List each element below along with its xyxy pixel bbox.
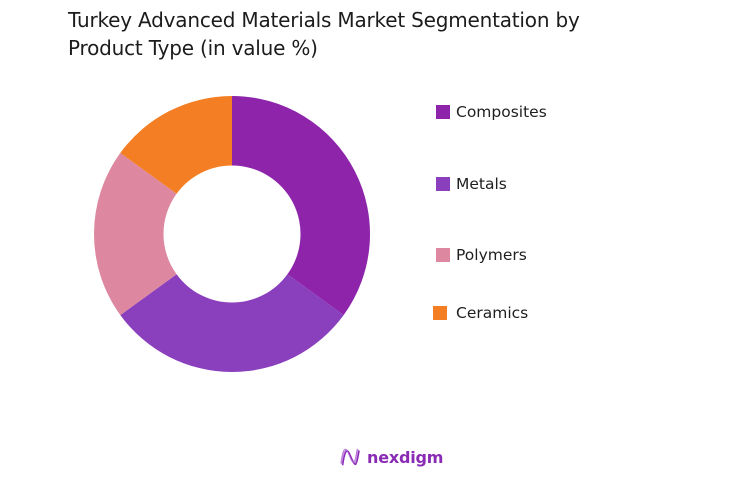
donut-slice-ceramics [120,96,232,194]
chart-title-line-2: Product Type (in value %) [68,36,318,60]
chart-title: Turkey Advanced Materials Market Segment… [68,6,708,62]
legend-label-composites: Composites [456,103,547,121]
donut-slices [94,96,370,372]
legend-item-composites: Composites [436,102,547,122]
donut-slice-metals [120,274,344,372]
donut-slice-polymers [94,152,177,316]
legend-item-metals: Metals [436,174,507,194]
legend-swatch-composites [436,105,450,119]
chart-title-line-1: Turkey Advanced Materials Market Segment… [68,8,580,32]
donut-slice-composites [232,96,370,316]
legend-swatch-ceramics [433,306,447,320]
brand-name: nexdigm [367,447,444,467]
legend-swatch-metals [436,177,450,191]
legend-label-metals: Metals [456,175,507,193]
brand-logo: nexdigm [339,446,443,468]
legend-item-polymers: Polymers [436,245,527,265]
nexdigm-logo-icon [340,448,360,466]
legend-label-ceramics: Ceramics [456,304,529,322]
legend-item-ceramics: Ceramics [433,303,528,323]
legend-swatch-polymers [436,248,450,262]
legend-label-polymers: Polymers [456,246,527,264]
